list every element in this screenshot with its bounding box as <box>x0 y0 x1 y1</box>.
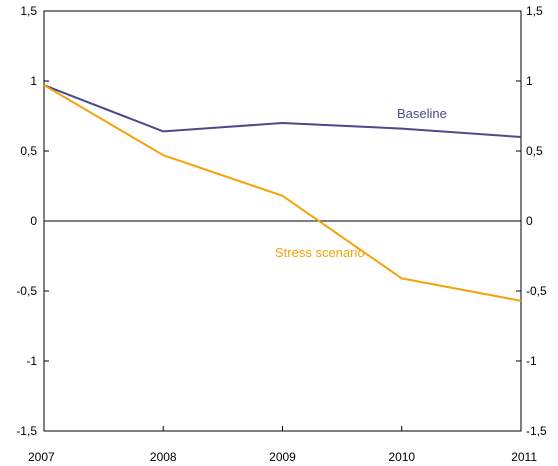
y-axis-left: 1,5 1 0,5 0 -0,5 -1 -1,5 <box>16 4 49 438</box>
y-tick-label-left: 1,5 <box>20 4 37 18</box>
series-label-baseline: Baseline <box>397 106 447 121</box>
y-tick-label-right: 1,5 <box>526 4 543 18</box>
y-tick-label-left: 0 <box>30 214 37 228</box>
y-axis-right: 1,5 1 0,5 0 -0,5 -1 -1,5 <box>516 4 547 438</box>
y-tick-label-left: 0,5 <box>20 144 37 158</box>
y-tick-label-left: 1 <box>30 74 37 88</box>
y-tick-label-right: -0,5 <box>526 284 547 298</box>
y-tick-label-right: -1 <box>526 354 537 368</box>
series-group <box>43 84 522 302</box>
x-tick-label: 2008 <box>150 450 177 464</box>
x-tick-label: 2009 <box>269 450 296 464</box>
x-tick-label: 2011 <box>511 450 537 464</box>
x-tick-label: 2010 <box>388 450 415 464</box>
x-axis: 2007 2008 2009 2010 2011 <box>28 426 537 464</box>
y-tick-label-left: -1 <box>26 354 37 368</box>
y-tick-label-right: 1 <box>526 74 533 88</box>
series-label-stress-scenario: Stress scenario <box>275 245 365 260</box>
y-tick-label-left: -0,5 <box>16 284 37 298</box>
series-line-baseline <box>43 84 522 138</box>
y-tick-label-right: 0,5 <box>526 144 543 158</box>
x-tick-label: 2007 <box>28 450 55 464</box>
y-tick-label-right: 0 <box>526 214 533 228</box>
y-tick-label-right: -1,5 <box>526 424 547 438</box>
y-tick-label-left: -1,5 <box>16 424 37 438</box>
series-line-stress-scenario <box>43 84 522 302</box>
